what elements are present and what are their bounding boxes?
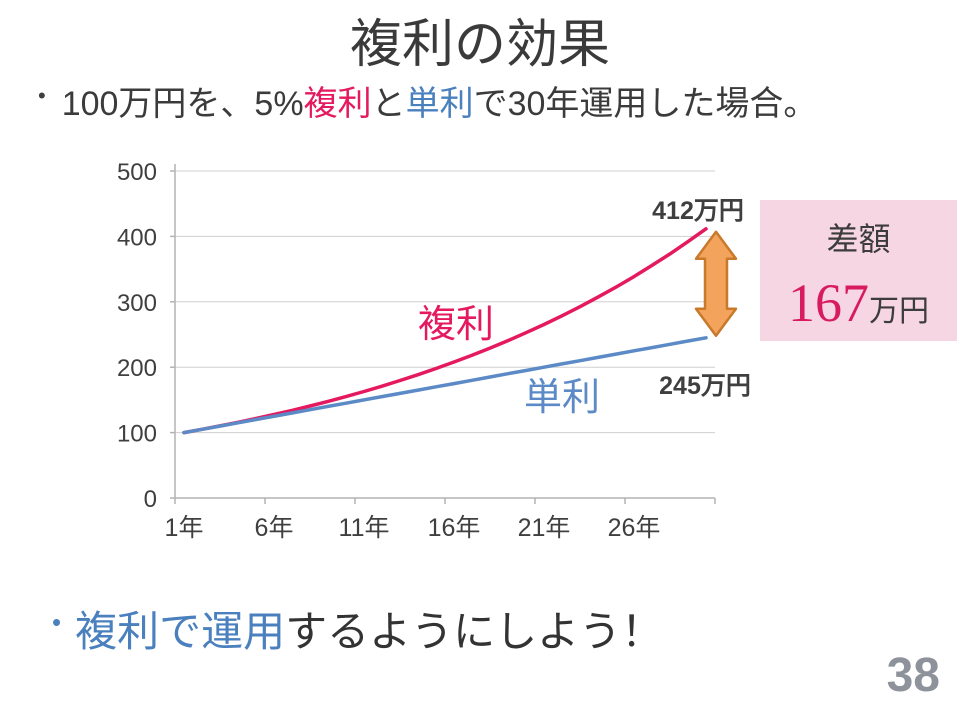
difference-label: 差額 (826, 221, 891, 257)
svg-text:300: 300 (117, 290, 157, 317)
bullet-top: • 100万円を、5%複利と単利で30年運用した場合。 (38, 76, 817, 125)
svg-text:26年: 26年 (608, 514, 661, 542)
difference-callout-box: 差額 167万円 (760, 200, 957, 341)
difference-unit: 万円 (869, 295, 929, 328)
svg-text:16年: 16年 (428, 514, 481, 542)
difference-arrow-icon (694, 230, 738, 338)
simple-series-label: 単利 (524, 377, 601, 419)
compound-end-value-label: 412万円 (652, 197, 744, 225)
bullet-top-text: 100万円を、5%複利と単利で30年運用した場合。 (62, 76, 818, 125)
bullet-top-compound-word: 複利 (303, 85, 372, 123)
chart-canvas: 0 100 200 300 400 500 1年 6年 11年 16年 21年 26年 (117, 159, 738, 542)
svg-text:0: 0 (144, 486, 157, 513)
bullet-bottom-highlight: 複利で運用 (75, 608, 286, 655)
bullet-dot-icon: • (52, 607, 62, 637)
svg-text:21年: 21年 (518, 514, 571, 542)
bullet-top-conjunction: と (371, 85, 406, 123)
bullet-top-prefix: 100万円を、5% (61, 85, 304, 123)
interest-line-chart: 0 100 200 300 400 500 1年 6年 11年 16年 21年 26年 (95, 150, 755, 562)
svg-text:200: 200 (117, 355, 157, 382)
svg-text:1年: 1年 (165, 514, 204, 542)
slide-title: 複利の効果 (349, 16, 610, 74)
simple-end-value-label: 245万円 (659, 372, 751, 400)
page-number: 38 (886, 649, 940, 702)
svg-text:6年: 6年 (255, 514, 294, 542)
compound-series-label: 複利 (418, 304, 495, 346)
svg-text:100: 100 (117, 421, 157, 448)
difference-value-line: 167万円 (760, 272, 957, 334)
svg-text:500: 500 (117, 159, 157, 186)
bullet-top-simple-word: 単利 (405, 85, 474, 123)
simple-line (182, 336, 708, 435)
bullet-dot-icon: • (38, 83, 46, 108)
difference-value: 167 (788, 273, 869, 333)
bullet-bottom-text: 複利で運用するようにしよう！ (75, 598, 663, 659)
bullet-bottom-rest: するようにしよう！ (285, 608, 664, 655)
bullet-top-suffix: で30年運用した場合。 (473, 85, 818, 123)
svg-text:11年: 11年 (339, 514, 390, 542)
svg-text:400: 400 (117, 224, 157, 251)
bullet-bottom: • 複利で運用するようにしよう！ (52, 598, 663, 659)
